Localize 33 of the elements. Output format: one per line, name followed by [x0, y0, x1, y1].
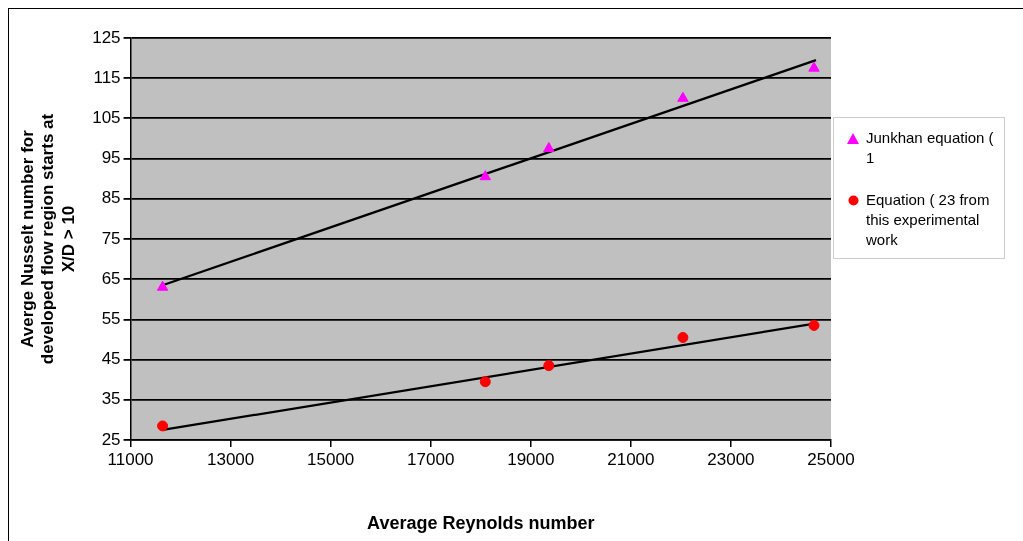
point	[157, 420, 169, 432]
y-tick-label: 45	[101, 349, 121, 369]
point	[808, 319, 820, 331]
x-tick-label: 11000	[107, 449, 154, 469]
y-tick-label: 25	[101, 429, 121, 449]
point	[479, 376, 491, 388]
y-tick-label: 65	[101, 268, 121, 288]
y-tick-label: 35	[101, 389, 121, 409]
legend-label: Junkhan equation ( 1	[866, 128, 995, 168]
point	[677, 91, 689, 102]
point	[808, 61, 820, 72]
y-tick-label: 115	[93, 67, 121, 87]
point	[156, 280, 169, 291]
y-tick-label: 105	[92, 108, 121, 128]
y-axis-title: Averge Nusselt number for developed flow region starts at X/D > 10	[17, 113, 78, 365]
legend-label: Equation ( 23 from this experimental work	[866, 190, 991, 250]
point	[677, 331, 689, 343]
y-tick-label: 55	[101, 309, 121, 329]
x-tick-label: 15000	[307, 449, 355, 469]
y-tick-label: 95	[101, 148, 121, 168]
point	[543, 360, 555, 372]
x-tick-label: 13000	[206, 449, 255, 469]
x-tick-label: 21000	[607, 449, 655, 469]
x-tick-label: 19000	[507, 449, 555, 469]
y-tick-label: 85	[101, 188, 121, 208]
y-tick-label: 125	[92, 27, 121, 47]
x-tick-label: 25000	[807, 449, 855, 469]
x-tick-label: 17000	[407, 449, 455, 469]
x-tick-label: 23000	[707, 449, 755, 469]
point	[479, 170, 491, 181]
x-axis-title: Average Reynolds number	[367, 513, 595, 534]
point	[543, 142, 555, 153]
y-tick-label: 75	[101, 228, 121, 248]
